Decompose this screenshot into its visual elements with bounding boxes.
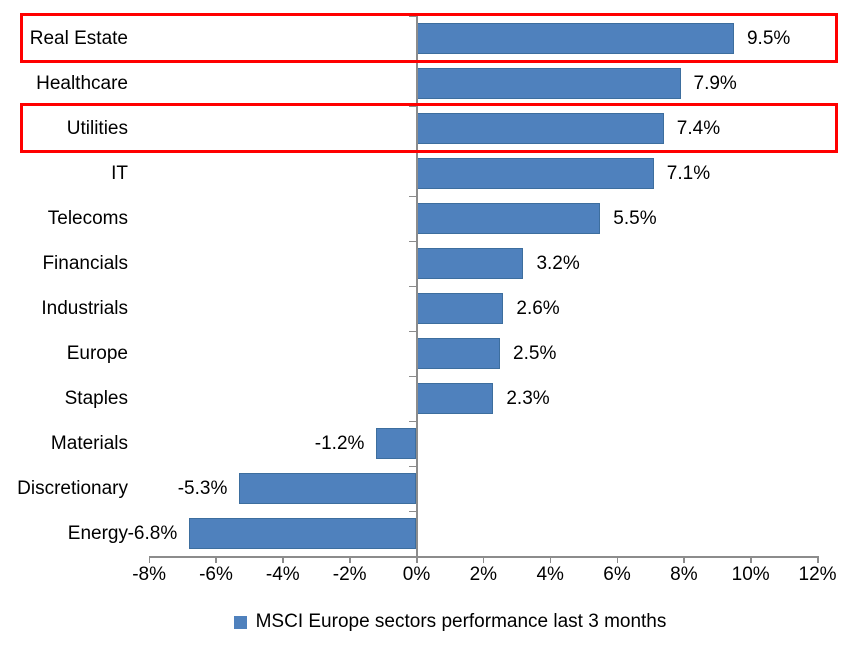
category-axis-tick [408,241,417,242]
value-axis-tick-label: 6% [603,564,631,585]
data-label: 2.6% [516,297,560,319]
value-axis-tick [148,556,151,563]
value-axis-tick [750,556,752,563]
data-label: 2.5% [513,342,557,364]
chart-legend: MSCI Europe sectors performance last 3 m… [0,611,852,633]
data-label: 7.9% [693,72,737,94]
value-axis-tick-label: -8% [132,564,167,585]
bar [416,158,654,189]
category-axis-tick [408,106,417,107]
value-axis-tick-label: 4% [536,564,564,585]
bar [416,23,734,54]
data-label: 3.2% [536,252,580,274]
category-axis-tick [408,286,417,287]
value-axis-tick [549,556,552,563]
category-label: Europe [66,342,128,364]
category-label: Financials [42,252,128,274]
value-axis-tick-label: 8% [670,564,698,585]
category-label: Energy [67,522,128,544]
category-axis-tick [408,421,417,422]
highlight-box-real-estate [20,13,838,63]
category-axis-line [416,16,418,556]
category-label: Staples [64,387,128,409]
legend-label: MSCI Europe sectors performance last 3 m… [255,611,667,632]
category-label: Materials [50,432,128,454]
category-label: Healthcare [36,72,128,94]
category-label: Telecoms [47,207,128,229]
value-axis-tick-label: -2% [332,564,367,585]
category-label: Real Estate [29,27,128,49]
category-axis-tick [408,331,417,332]
bar [239,473,417,504]
bar [189,518,417,549]
value-axis-tick [349,556,351,563]
value-axis-tick-label: 2% [469,564,498,585]
bar [416,68,681,99]
bar [416,338,501,369]
data-label: 5.5% [613,207,657,229]
highlight-box-utilities [20,103,838,153]
value-axis-tick [683,556,685,563]
value-axis-tick-label: -4% [265,564,300,585]
category-axis-tick [408,376,417,377]
value-axis-tick [215,556,217,563]
category-label: Discretionary [17,477,128,499]
value-axis-tick-label: 12% [798,564,837,585]
value-axis-tick [282,556,284,563]
data-label: 2.3% [506,387,550,409]
value-axis-tick [616,556,619,563]
value-axis-tick [482,556,485,563]
category-label: IT [111,162,128,184]
category-label: Utilities [66,117,128,139]
legend-swatch [233,615,247,629]
category-label: Industrials [41,297,128,319]
value-axis-tick [817,556,819,563]
data-label: -5.3% [177,477,228,499]
category-axis-tick [408,196,417,197]
bar [416,383,494,414]
bar [416,113,664,144]
data-label: 7.4% [676,117,721,139]
data-label: -1.2% [314,432,365,454]
category-axis-tick [408,16,417,17]
data-label: 7.1% [666,162,711,184]
bar [376,428,417,459]
category-axis-tick [408,466,417,467]
data-label: 9.5% [746,27,791,49]
bar [416,203,601,234]
value-axis-tick-label: 0% [402,564,431,585]
value-axis-tick [416,556,418,563]
data-label: -6.8% [127,522,178,544]
bar [416,248,524,279]
value-axis-tick-label: 10% [731,564,770,585]
category-axis-tick [408,511,417,512]
bar [416,293,504,324]
value-axis-tick-label: -6% [199,564,233,585]
